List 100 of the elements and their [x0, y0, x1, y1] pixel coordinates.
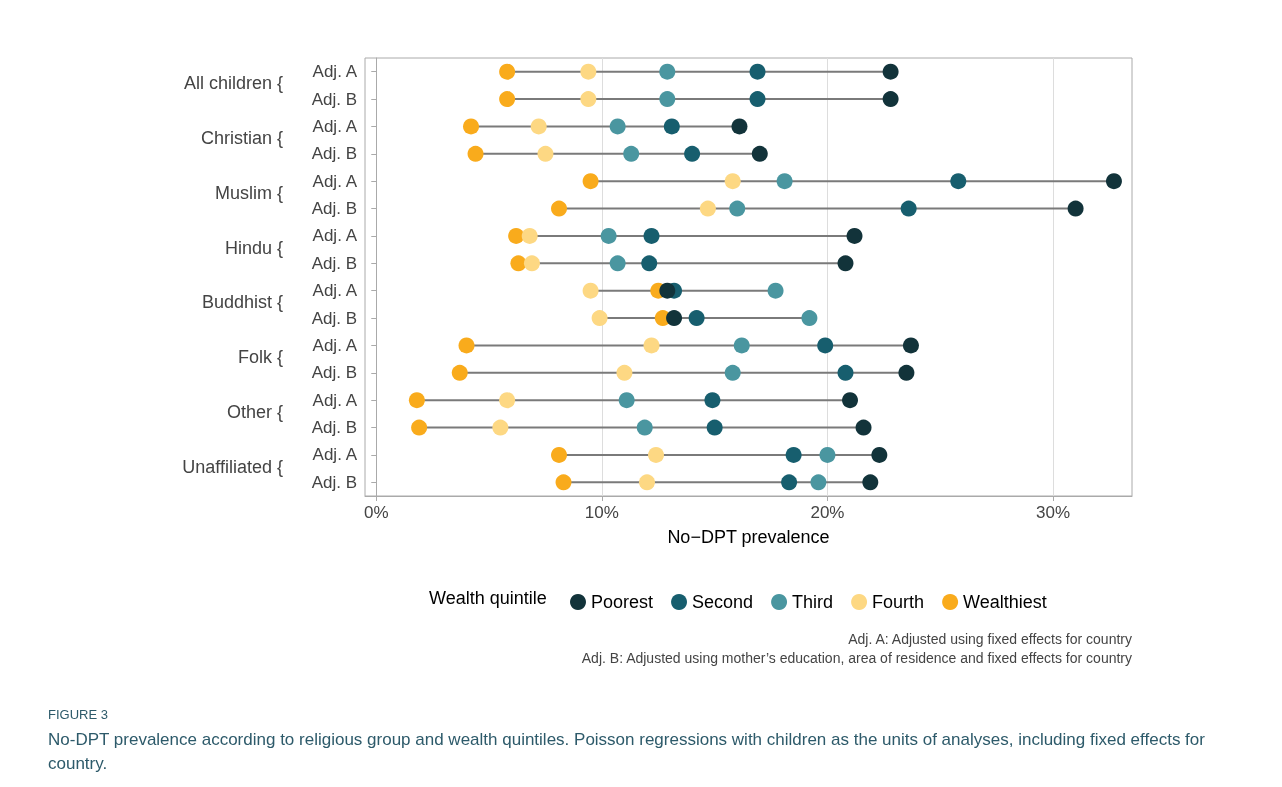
y-tick-label: Adj. B: [311, 472, 357, 492]
point: [591, 310, 608, 327]
x-tick-label: 30%: [1036, 503, 1071, 522]
text: Buddhist {: [201, 292, 283, 313]
point: [523, 255, 540, 272]
point: [842, 392, 859, 409]
text: Other {: [226, 401, 283, 422]
point: [659, 63, 676, 80]
point: [508, 227, 525, 244]
point: [898, 364, 915, 381]
point: [731, 118, 748, 135]
point: [499, 63, 516, 80]
y-tick-label: Adj. A: [312, 390, 358, 410]
point: [862, 474, 879, 491]
text: Adj. A: Adjusted using fixed effects for country: [848, 631, 1132, 647]
point: [749, 91, 766, 108]
point: [643, 227, 660, 244]
text: Folk {: [237, 347, 283, 368]
legend-label: Fourth: [872, 592, 925, 612]
y-tick-label: Adj. A: [312, 116, 358, 136]
point: [810, 474, 827, 491]
legend-label: Wealthiest: [963, 592, 1047, 612]
point: [555, 474, 572, 491]
y-tick-label: Adj. A: [312, 171, 358, 191]
y-tick-label: Adj. B: [311, 308, 357, 328]
y-tick-label: Adj. B: [311, 199, 357, 219]
y-tick-label: Adj. B: [311, 363, 357, 383]
y-tick-label: Adj. A: [312, 62, 358, 82]
point: [819, 446, 836, 463]
point: [451, 364, 468, 381]
point: [749, 63, 766, 80]
point: [510, 255, 527, 272]
point: [499, 91, 516, 108]
y-tick-label: Adj. A: [312, 281, 358, 301]
point: [609, 255, 626, 272]
y-tick-label: Adj. A: [312, 226, 358, 246]
point: [623, 145, 640, 162]
point: [582, 282, 599, 299]
point: [837, 364, 854, 381]
point: [639, 474, 655, 491]
x-tick-label: 10%: [584, 503, 619, 522]
text: No-DPT prevalence according to religious group and wealth quintiles. Poisson regressions with children as the units of analyses, including fixed effects for country.: [48, 729, 1210, 773]
point: [663, 118, 680, 135]
legend-label: Third: [792, 592, 834, 612]
text: All children {: [183, 73, 283, 94]
point: [521, 227, 538, 244]
point: [666, 310, 683, 327]
point: [882, 63, 899, 80]
point: [492, 419, 509, 436]
text: Muslim {: [214, 182, 283, 203]
point: [751, 145, 768, 162]
point: [855, 419, 872, 436]
point: [882, 91, 899, 108]
point: [636, 419, 653, 436]
point: [801, 310, 818, 327]
text: Unaffiliated {: [182, 456, 283, 477]
point: [846, 227, 863, 244]
x-axis-title: No−DPT prevalence: [667, 527, 830, 547]
point: [837, 255, 854, 272]
point: [1067, 200, 1084, 217]
point: [950, 173, 967, 190]
point: [643, 337, 660, 354]
point: [785, 446, 802, 463]
y-tick-label: Adj. B: [311, 418, 357, 438]
point: [900, 200, 917, 217]
point: [684, 145, 701, 162]
point: [776, 173, 793, 190]
point: [704, 392, 721, 409]
legend-label: Second: [692, 592, 754, 612]
y-tick-label: Adj. B: [311, 144, 357, 164]
point: [411, 419, 428, 436]
point: [648, 446, 665, 463]
point: [600, 227, 617, 244]
point: [729, 200, 746, 217]
point: [551, 446, 568, 463]
point: [467, 145, 484, 162]
point: [580, 91, 597, 108]
point: [724, 173, 741, 190]
point: [580, 63, 597, 80]
x-tick-label: 0%: [363, 503, 389, 522]
point: [733, 337, 750, 354]
point: [408, 392, 425, 409]
point: [463, 118, 480, 135]
point: [499, 392, 516, 409]
point: [582, 173, 599, 190]
point: [767, 282, 784, 299]
legend-label: Poorest: [591, 592, 654, 612]
y-tick-label: Adj. A: [312, 445, 358, 465]
x-tick-label: 20%: [810, 503, 845, 522]
point: [659, 282, 676, 299]
point: [551, 200, 568, 217]
point: [609, 118, 626, 135]
point: [530, 118, 547, 135]
text: Christian {: [200, 128, 283, 149]
point: [902, 337, 919, 354]
y-tick-label: Adj. B: [311, 89, 357, 109]
point: [706, 419, 723, 436]
legend-title: Wealth quintile: [429, 588, 547, 608]
point: [537, 145, 554, 162]
point: [724, 364, 741, 381]
